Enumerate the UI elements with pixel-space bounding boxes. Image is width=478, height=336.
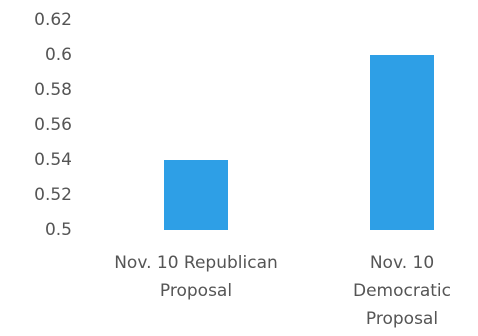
- category-label: Proposal: [366, 309, 438, 329]
- category-label: Nov. 10 Republican: [114, 253, 278, 273]
- y-tick-label: 0.6: [45, 45, 72, 65]
- category-label: Nov. 10: [370, 253, 434, 273]
- y-tick-label: 0.52: [34, 185, 72, 205]
- y-tick-label: 0.56: [34, 115, 72, 135]
- bar: [164, 160, 228, 230]
- bar: [370, 55, 434, 230]
- bars: [164, 55, 434, 230]
- y-tick-label: 0.5: [45, 220, 72, 240]
- y-tick-label: 0.54: [34, 150, 72, 170]
- y-tick-label: 0.58: [34, 80, 72, 100]
- y-axis-tick-labels: 0.62 0.6 0.58 0.56 0.54 0.52 0.5: [34, 10, 72, 240]
- x-axis-category-labels: Nov. 10 Republican Proposal Nov. 10 Democra…: [114, 253, 451, 329]
- y-tick-label: 0.62: [34, 10, 72, 30]
- category-label: Democratic: [353, 281, 451, 301]
- category-label: Proposal: [160, 281, 232, 301]
